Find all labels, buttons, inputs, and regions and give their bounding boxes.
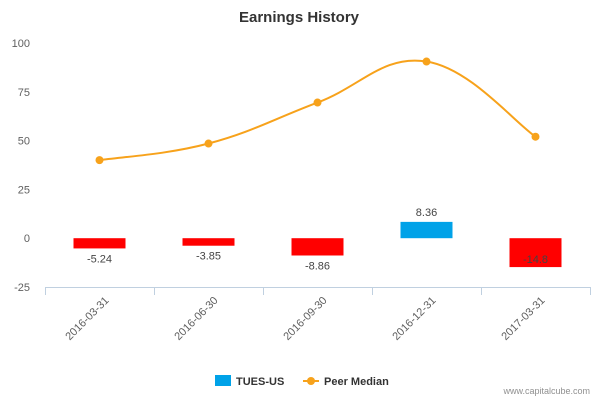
bar-2017-03-31 xyxy=(509,238,562,268)
bar-2016-06-30 xyxy=(182,238,235,246)
legend-label-peer-median: Peer Median xyxy=(324,376,389,388)
bar-2016-03-31 xyxy=(73,238,126,249)
bar-2016-12-31 xyxy=(400,221,453,239)
credit-text[interactable]: www.capitalcube.com xyxy=(502,386,590,396)
y-tick-label: 0 xyxy=(24,233,30,245)
x-tick-label: 2016-12-31 xyxy=(390,295,438,343)
peer-median-line xyxy=(99,59,537,162)
y-tick-label: 25 xyxy=(18,184,30,196)
y-tick-label: 50 xyxy=(18,136,30,148)
x-tick-label: 2017-03-31 xyxy=(499,295,547,343)
line-series xyxy=(95,57,540,165)
axes: -25 0 25 50 75 100 xyxy=(12,38,591,295)
peer-median-point-2016-12-31 xyxy=(422,57,431,66)
peer-median-point-2016-03-31 xyxy=(95,156,104,165)
bar-data-label: -5.24 xyxy=(87,253,112,265)
bar-data-label: -14.8 xyxy=(523,254,548,266)
legend-swatch-tues-us xyxy=(215,375,231,386)
chart-title: Earnings History xyxy=(239,9,360,26)
x-axis-ticks: 2016-03-31 2016-06-30 2016-09-30 2016-12-31… xyxy=(63,295,547,343)
peer-median-point-2016-06-30 xyxy=(204,139,213,148)
y-tick-label: 75 xyxy=(18,87,30,99)
bar-data-label: -8.86 xyxy=(305,260,330,272)
y-tick-label: 100 xyxy=(12,38,30,50)
x-tick-label: 2016-03-31 xyxy=(63,295,111,343)
legend[interactable]: TUES-US Peer Median xyxy=(215,375,389,388)
peer-median-point-2017-03-31 xyxy=(531,132,540,141)
bar-data-label: 8.36 xyxy=(416,207,437,219)
y-tick-label: -25 xyxy=(14,282,30,294)
x-tick-label: 2016-09-30 xyxy=(281,295,329,343)
bar-series xyxy=(73,221,562,268)
legend-marker-peer-median xyxy=(307,377,315,385)
bar-2016-09-30 xyxy=(291,238,344,256)
data-labels: -5.24 -3.85 -8.86 8.36 -14.8 xyxy=(87,207,548,273)
x-tick-label: 2016-06-30 xyxy=(172,295,220,343)
bar-data-label: -3.85 xyxy=(196,251,221,263)
peer-median-point-2016-09-30 xyxy=(313,98,322,107)
legend-label-tues-us: TUES-US xyxy=(236,376,284,388)
